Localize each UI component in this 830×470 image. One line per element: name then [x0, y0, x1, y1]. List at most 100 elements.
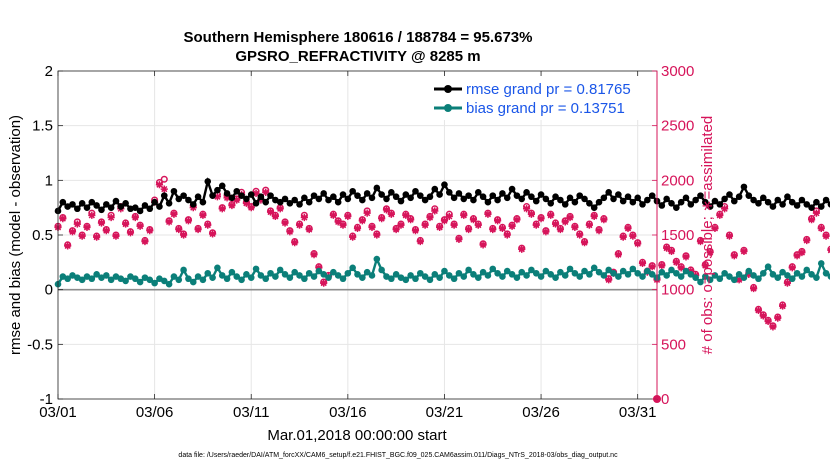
y-right-tick-label: 500	[661, 336, 686, 353]
bias-point	[590, 264, 598, 272]
bias-point	[310, 273, 318, 280]
bias-point	[634, 269, 641, 277]
bias-point	[600, 272, 608, 279]
bias-point	[479, 268, 487, 276]
bias-point	[774, 274, 782, 281]
bias-point	[470, 271, 477, 278]
rmse-point	[537, 191, 545, 198]
y-right-tick-label: 1000	[661, 282, 694, 299]
rmse-point	[218, 182, 226, 190]
bias-point	[320, 271, 327, 278]
rmse-point	[547, 199, 555, 207]
bias-point	[803, 266, 811, 274]
obs-assimilated-point	[783, 279, 792, 287]
bias-point	[697, 278, 704, 286]
obs-assimilated-point	[68, 228, 77, 236]
bias-point	[769, 271, 777, 278]
obs-assimilated-point	[600, 216, 608, 224]
y-left-tick-label: 1	[45, 172, 53, 189]
bias-point	[131, 275, 139, 283]
bias-point	[276, 266, 284, 274]
obs-assimilated-point	[769, 323, 777, 331]
rmse-point	[518, 195, 526, 203]
rmse-point	[334, 198, 342, 206]
obs-assimilated-point	[667, 247, 676, 255]
bias-point	[170, 273, 178, 280]
obs-assimilated-point	[590, 212, 598, 221]
rmse-point	[465, 192, 472, 199]
obs-assimilated-point	[793, 252, 801, 260]
rmse-point	[561, 201, 569, 208]
rmse-point	[151, 198, 158, 206]
rmse-point	[619, 197, 627, 205]
obs-assimilated-point	[493, 217, 502, 225]
rmse-point	[243, 195, 250, 203]
obs-assimilated-point	[619, 233, 627, 241]
bias-point	[581, 267, 588, 275]
rmse-point	[639, 201, 646, 208]
rmse-point	[233, 187, 241, 195]
bias-point	[267, 269, 274, 277]
obs-assimilated-point	[561, 218, 569, 226]
bias-point	[165, 280, 173, 288]
legend-rmse-label: rmse grand pr = 0.81765	[466, 81, 631, 98]
bias-point	[334, 272, 342, 279]
obs-assimilated-point	[397, 221, 405, 229]
legend-bias-marker	[444, 104, 452, 112]
obs-assimilated-point	[551, 220, 560, 228]
rmse-point	[209, 192, 216, 199]
bias-point	[547, 271, 555, 278]
bias-point	[272, 273, 279, 280]
bias-point	[421, 273, 429, 280]
obs-assimilated-point	[585, 221, 593, 229]
bias-point	[262, 275, 270, 283]
bias-point	[64, 275, 71, 283]
bias-point	[793, 269, 801, 277]
rmse-point	[378, 191, 385, 198]
bias-point	[537, 273, 545, 280]
rmse-point	[817, 203, 825, 210]
rmse-point	[247, 191, 255, 198]
obs-assimilated-point	[358, 217, 366, 225]
bias-point	[228, 268, 236, 276]
rmse-point	[798, 196, 806, 204]
legend-rmse-marker	[444, 85, 452, 93]
bias-point	[122, 277, 129, 285]
obs-assimilated-point	[677, 264, 685, 272]
obs-assimilated-point	[271, 212, 279, 221]
obs-assimilated-point	[817, 224, 825, 233]
legend-box	[428, 76, 650, 120]
bias-point	[257, 272, 265, 279]
y-right-tick-label: 1500	[661, 227, 694, 244]
obs-assimilated-point	[126, 229, 135, 237]
rmse-point	[581, 195, 588, 203]
obs-assimilated-point	[136, 222, 144, 230]
bias-point	[436, 274, 443, 281]
bias-point	[392, 271, 400, 278]
bias-point	[644, 267, 651, 275]
rmse-point	[605, 189, 612, 196]
obs-assimilated-point	[184, 217, 193, 225]
rmse-point	[484, 198, 492, 206]
x-axis-label: Mar.01,2018 00:00:00 start	[267, 427, 447, 444]
bias-point	[784, 272, 791, 279]
bias-point	[286, 274, 294, 281]
bias-point	[214, 264, 221, 272]
rmse-point	[344, 195, 352, 203]
rmse-point	[644, 196, 651, 204]
obs-assimilated-point	[445, 212, 453, 221]
bias-point	[238, 276, 245, 284]
rmse-point	[455, 190, 463, 197]
bias-point	[296, 272, 303, 279]
bias-point	[711, 272, 719, 279]
obs-assimilated-point	[624, 224, 632, 233]
obs-assimilated-point	[663, 244, 671, 252]
bias-point	[629, 265, 637, 273]
obs-assimilated-point	[407, 216, 415, 224]
y-axis-right-label: # of obs: o=possible; ∗=assimilated	[699, 116, 716, 355]
rmse-point	[175, 195, 183, 203]
obs-assimilated-point	[580, 239, 589, 247]
bias-point	[605, 266, 612, 274]
rmse-point	[445, 189, 453, 196]
rmse-point	[528, 193, 535, 201]
